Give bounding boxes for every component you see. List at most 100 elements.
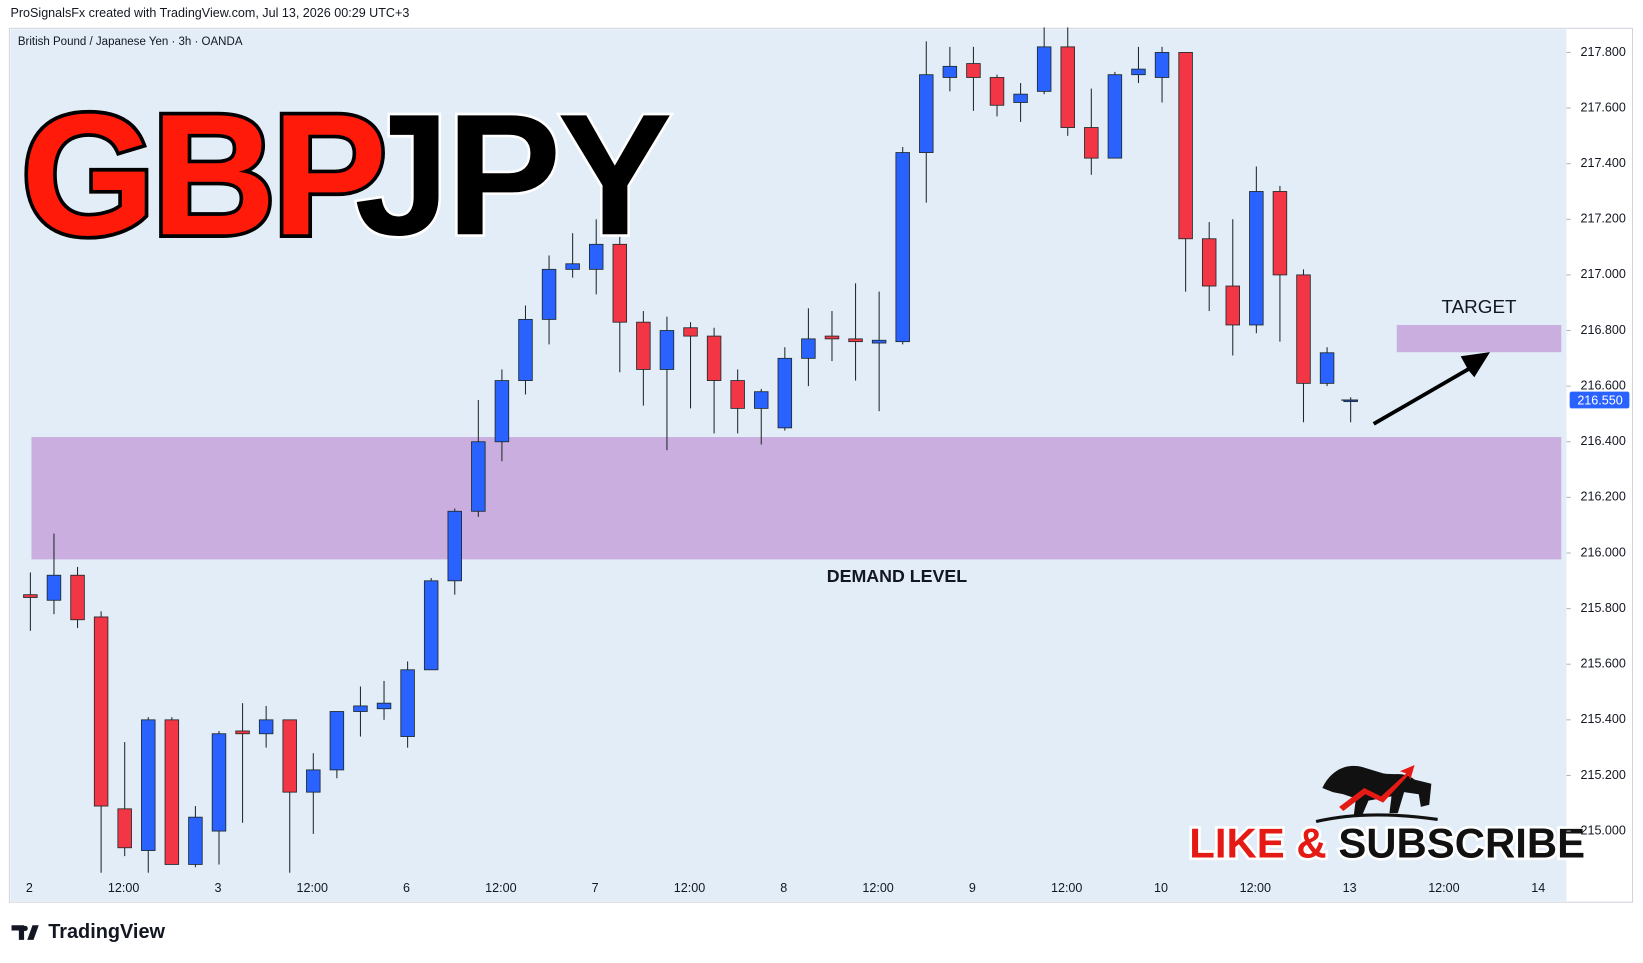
candle-body: [1296, 274, 1311, 384]
candle-body: [400, 669, 415, 737]
candle-body: [282, 719, 297, 793]
x-tick-label: 12:00: [1240, 881, 1271, 895]
candle-body: [730, 380, 745, 409]
x-tick-label: 12:00: [485, 881, 516, 895]
candle-body: [376, 702, 392, 710]
candle-body: [612, 243, 628, 323]
y-tick-label: 215.000: [1580, 823, 1625, 837]
bull-logo: [1315, 764, 1438, 824]
candle-body: [1036, 46, 1052, 92]
x-tick-label: 6: [403, 881, 410, 895]
candle-body: [211, 733, 227, 832]
cta-subscribe: SUBSCRIBE: [1338, 820, 1585, 867]
zone-label: DEMAND LEVEL: [827, 566, 968, 586]
candle-body: [471, 441, 486, 512]
candle-body: [188, 816, 203, 865]
candle-body: [683, 327, 698, 337]
candle-body: [565, 263, 580, 270]
x-tick-label: 3: [214, 881, 221, 895]
y-tick-label: 217.600: [1580, 100, 1625, 114]
candle-body: [329, 711, 345, 771]
candle-body: [848, 338, 863, 343]
cta-like: LIKE &: [1189, 820, 1326, 867]
base-currency: GBP: [21, 77, 383, 271]
candle-body: [541, 268, 557, 320]
candle-body: [447, 510, 462, 582]
x-tick-label: 14: [1531, 881, 1545, 895]
x-tick-label: 8: [780, 881, 787, 895]
zone-label: TARGET: [1441, 296, 1517, 317]
brand-text: TradingView: [48, 921, 165, 943]
x-tick-label: 2: [26, 881, 33, 895]
candle-body: [588, 243, 604, 270]
candle-body: [23, 594, 38, 598]
y-tick-label: 216.200: [1580, 490, 1625, 504]
target-arrow: [1372, 352, 1491, 426]
credit-text: ProSignalsFx created with TradingView.co…: [10, 6, 409, 20]
candle-body: [659, 330, 675, 370]
last-price-box: [1569, 391, 1630, 409]
cta-text: LIKE & SUBSCRIBE: [1189, 820, 1585, 867]
candle-body: [141, 719, 156, 851]
candle-body: [423, 580, 439, 671]
x-tick-label: 12:00: [108, 881, 139, 895]
candle-body: [706, 335, 722, 382]
candle-body: [824, 335, 840, 340]
y-tick-label: 215.800: [1580, 601, 1625, 615]
candle-body: [777, 357, 793, 429]
candle-body: [1249, 191, 1264, 326]
candle-body: [1131, 68, 1146, 76]
x-tick-label: 12:00: [674, 881, 705, 895]
tv-logo: [11, 925, 39, 940]
x-tick-label: 7: [592, 881, 599, 895]
y-tick-label: 215.400: [1580, 712, 1625, 726]
x-tick-label: 12:00: [297, 881, 328, 895]
candle-body: [801, 338, 816, 359]
x-tick-label: 9: [969, 881, 976, 895]
candle-body: [754, 391, 769, 409]
price-zone: [1396, 324, 1562, 353]
y-tick-label: 215.600: [1580, 657, 1625, 671]
x-tick-label: 12:00: [1428, 881, 1459, 895]
candle-body: [871, 339, 887, 344]
quote-currency: JPY: [354, 77, 670, 271]
y-tick-label: 216.000: [1580, 545, 1625, 559]
candle-body: [1084, 127, 1099, 159]
candle-body: [1013, 93, 1028, 103]
candle-body: [1060, 46, 1075, 128]
candle-body: [1201, 238, 1217, 287]
candle-body: [164, 719, 180, 865]
x-tick-label: 12:00: [862, 881, 893, 895]
x-tick-label: 12:00: [1051, 881, 1082, 895]
y-tick-label: 216.400: [1580, 434, 1625, 448]
x-tick-label: 13: [1343, 881, 1357, 895]
candle-body: [895, 152, 910, 343]
last-price-label: 216.550: [1577, 393, 1622, 407]
y-tick-label: 217.200: [1580, 212, 1625, 226]
candle-body: [1154, 52, 1170, 78]
candle-body: [919, 74, 934, 153]
candle-body: [70, 574, 85, 621]
candle-body: [1178, 52, 1193, 240]
candle-body: [966, 63, 981, 78]
y-tick-label: 216.600: [1580, 378, 1625, 392]
candle-body: [353, 705, 368, 712]
candle-body: [1107, 74, 1123, 159]
candle-body: [518, 318, 533, 382]
candle-body: [258, 719, 274, 735]
y-tick-label: 217.000: [1580, 267, 1625, 281]
candle-body: [1225, 285, 1241, 326]
candle-body: [235, 730, 250, 735]
price-zone: [31, 437, 1562, 560]
candle-body: [989, 77, 1005, 106]
candle-body: [93, 616, 109, 807]
symbol-text: British Pound / Japanese Yen · 3h · OAND…: [18, 36, 243, 48]
y-tick-label: 217.400: [1580, 156, 1625, 170]
y-tick-label: 216.800: [1580, 323, 1625, 337]
y-tick-label: 217.800: [1580, 45, 1625, 59]
candle-body: [942, 65, 958, 78]
candle-body: [494, 380, 510, 443]
candle-body: [1319, 352, 1335, 384]
candle-body: [306, 769, 321, 793]
